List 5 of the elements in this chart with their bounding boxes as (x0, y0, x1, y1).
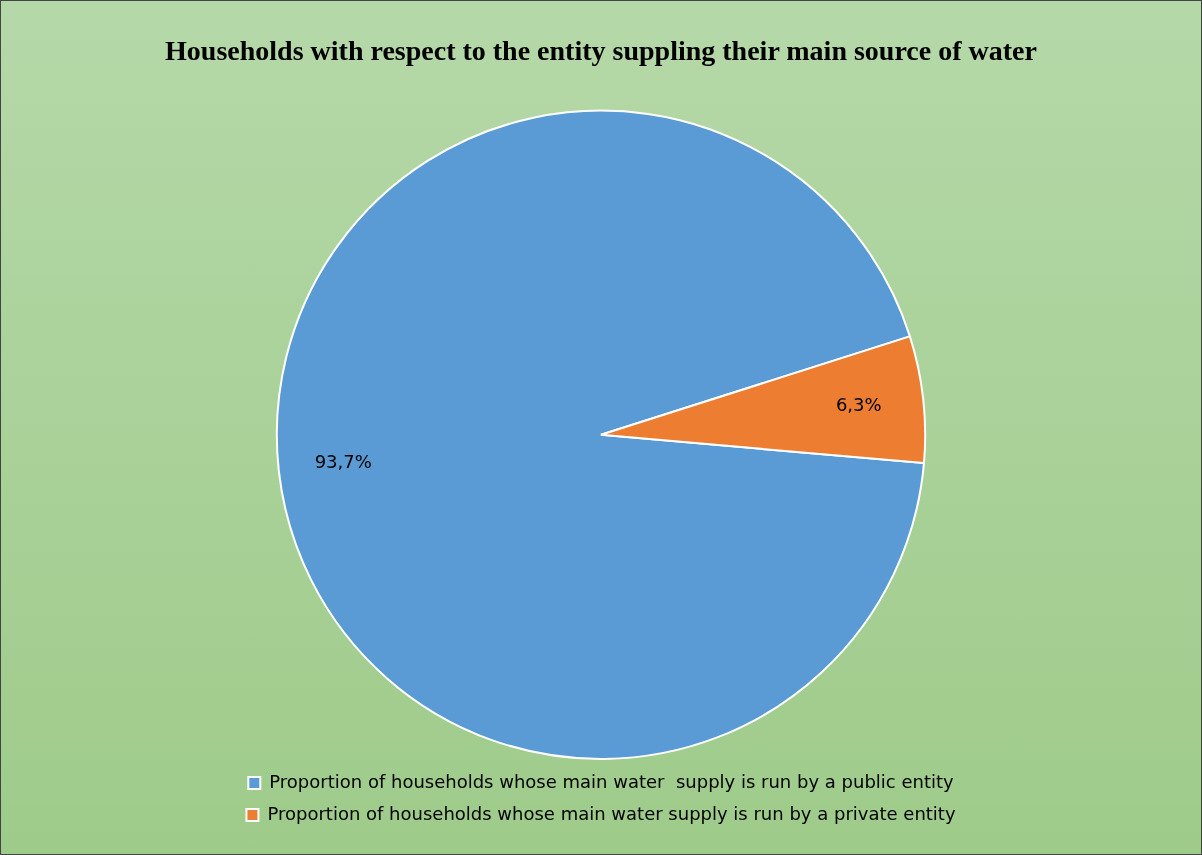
legend-label: Proportion of households whose main water supply is run by a public entity (269, 770, 955, 792)
data-label: 93,7% (314, 451, 372, 473)
legend-label: Proportion of households whose main water supply is run by a private entity (267, 802, 956, 824)
chart-title: Households with respect to the entity suppling their main source of water (165, 35, 1037, 67)
data-label: 6,3% (835, 393, 882, 415)
